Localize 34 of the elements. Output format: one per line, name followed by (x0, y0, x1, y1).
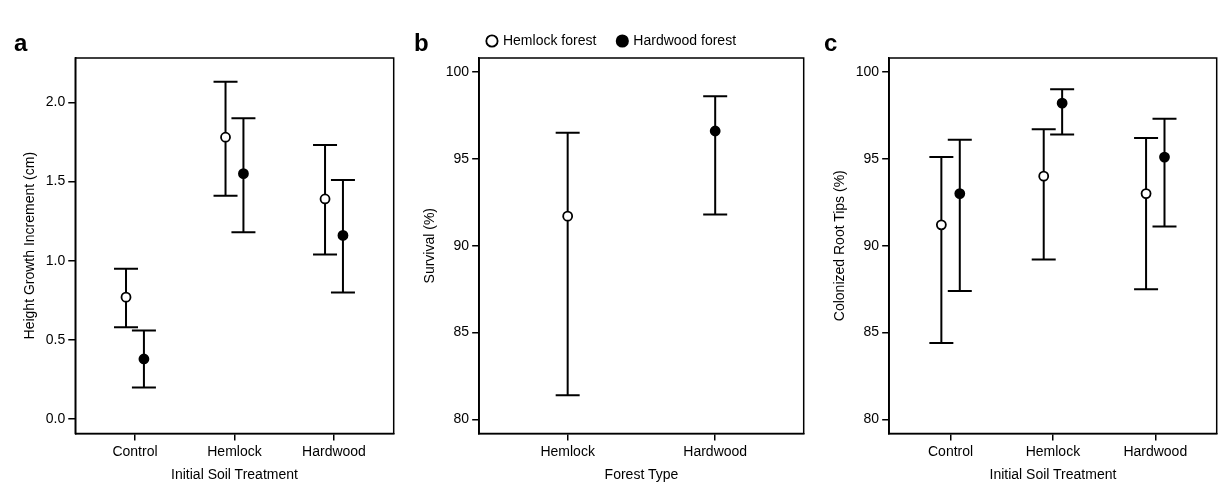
x-tick-label: Hemlock (540, 442, 596, 459)
y-tick-label: 1.5 (45, 172, 66, 189)
y-tick-label: 0.0 (45, 410, 66, 426)
legend-label: Hardwood forest (633, 31, 737, 48)
x-axis-title: Forest Type (604, 466, 679, 483)
x-tick-label: Hemlock (1025, 442, 1082, 459)
legend-label: Hemlock forest (502, 31, 597, 48)
y-tick-label: 95 (863, 149, 880, 166)
x-tick-label: Control (112, 442, 158, 459)
y-tick-label: 80 (863, 410, 880, 427)
y-tick-label: 95 (453, 149, 470, 166)
y-tick-label: 100 (445, 62, 470, 79)
y-tick-label: 80 (453, 410, 470, 427)
chart-title: a (14, 28, 28, 56)
y-tick-label: 90 (453, 236, 470, 253)
y-tick-label: 90 (863, 236, 880, 253)
y-tick-label: 85 (453, 323, 470, 340)
x-tick-label: Hardwood (683, 442, 748, 459)
x-tick-label: Hemlock (207, 442, 263, 459)
x-axis-title: Initial Soil Treatment (989, 466, 1117, 483)
x-axis-title: Initial Soil Treatment (171, 466, 298, 483)
x-tick-label: Control (928, 442, 974, 459)
y-tick-label: 100 (855, 62, 880, 79)
y-axis-title: Colonized Root Tips (%) (831, 170, 848, 322)
y-axis-title: Height Growth Increment (cm) (21, 151, 38, 340)
chart-title: c (824, 28, 838, 56)
x-tick-label: Hardwood (1123, 442, 1188, 459)
y-tick-label: 0.5 (45, 330, 66, 347)
y-axis-title: Survival (%) (421, 207, 438, 284)
y-tick-label: 2.0 (45, 93, 66, 110)
y-tick-label: 85 (863, 323, 880, 340)
y-tick-label: 1.0 (45, 251, 66, 268)
chart-title: b (414, 28, 429, 56)
x-tick-label: Hardwood (302, 442, 366, 459)
